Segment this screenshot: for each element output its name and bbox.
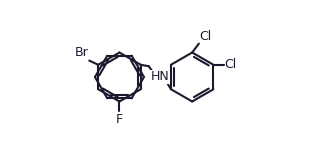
Text: HN: HN xyxy=(150,71,169,83)
Text: Cl: Cl xyxy=(225,58,237,71)
Text: Cl: Cl xyxy=(200,30,212,43)
Text: Br: Br xyxy=(75,46,88,59)
Text: F: F xyxy=(116,113,123,126)
